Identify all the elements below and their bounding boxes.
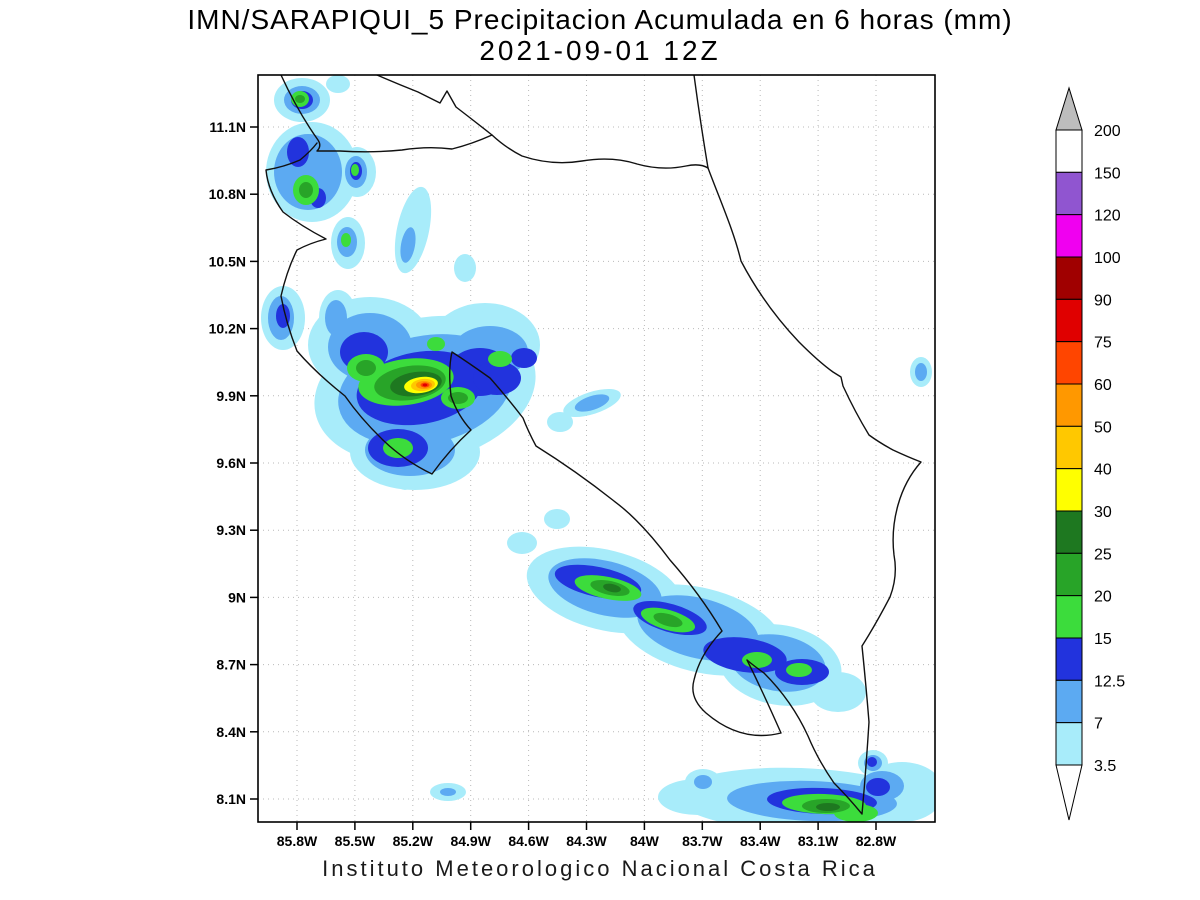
plot-border <box>257 74 936 823</box>
colorbar-segment <box>1055 298 1083 343</box>
precipitation-shading <box>261 75 935 822</box>
colorbar-segment <box>1055 552 1083 597</box>
colorbar-label: 100 <box>1094 250 1121 267</box>
colorbar-segment <box>1055 595 1083 639</box>
colorbar-segment <box>1055 637 1083 681</box>
axis-ticks <box>250 126 877 830</box>
x-tick-label: 84.6W <box>508 833 549 849</box>
precip-region <box>473 361 521 395</box>
precip-region <box>351 164 359 176</box>
coastline-costa-rica <box>265 142 922 815</box>
colorbar-segment <box>1055 425 1083 470</box>
precip-region <box>658 779 738 815</box>
precip-region <box>816 803 840 811</box>
colorbar-label: 60 <box>1094 377 1112 394</box>
coastline-lake-nicaragua-shore <box>376 75 493 136</box>
x-tick-label: 84.3W <box>566 833 607 849</box>
precip-region <box>440 788 456 796</box>
colorbar-label: 30 <box>1094 504 1112 521</box>
colorbar-label: 90 <box>1094 292 1112 309</box>
precip-region <box>574 394 610 412</box>
precip-region <box>341 233 351 247</box>
colorbar-label: 50 <box>1094 419 1112 436</box>
precip-region <box>287 137 309 167</box>
precip-region <box>400 227 416 263</box>
colorbar-label: 12.5 <box>1094 673 1125 690</box>
x-tick-label: 83.7W <box>682 833 723 849</box>
y-tick-label: 8.7N <box>216 657 246 673</box>
axis-labels: 11.1N 10.8N 10.5N 10.2N 9.9N 9.6N 9.3N 9N 8.7N 8.… <box>209 119 897 849</box>
chart-title: IMN/SARAPIQUI_5 Precipitacion Acumulada … <box>187 4 1013 35</box>
colorbar-legend: 200 150 120 100 90 75 60 50 40 30 25 20 15 12.5 7 3.5 <box>1055 86 1125 821</box>
colorbar-arrow-top <box>1055 86 1083 131</box>
precip-region <box>547 412 573 432</box>
colorbar-segment <box>1055 171 1083 216</box>
y-tick-label: 8.1N <box>216 791 246 807</box>
precip-region <box>295 95 305 103</box>
precip-region <box>507 532 537 554</box>
precip-region <box>867 757 877 767</box>
precip-region <box>488 351 512 367</box>
y-tick-label: 10.8N <box>209 186 246 202</box>
colorbar-label: 200 <box>1094 123 1121 140</box>
precip-region <box>326 75 350 93</box>
colorbar-label: 40 <box>1094 462 1112 479</box>
y-tick-label: 9.9N <box>216 388 246 404</box>
precip-region <box>653 612 683 628</box>
colorbar-segment <box>1055 129 1083 173</box>
x-tick-label: 84W <box>630 833 660 849</box>
colorbar-segment <box>1055 214 1083 258</box>
coastline-nicaragua-caribbean <box>693 75 709 169</box>
colorbar-label: 120 <box>1094 208 1121 225</box>
colorbar-segment <box>1055 679 1083 724</box>
x-tick-label: 85.2W <box>393 833 434 849</box>
colorbar-segment <box>1055 383 1083 427</box>
colorbar-label: 25 <box>1094 546 1112 563</box>
precip-region <box>511 348 537 368</box>
precip-region <box>427 337 445 351</box>
precip-region <box>786 663 812 677</box>
precip-region <box>299 182 313 198</box>
precip-region <box>422 383 428 387</box>
x-tick-label: 85.8W <box>277 833 318 849</box>
y-tick-label: 10.2N <box>209 321 246 337</box>
precip-region <box>866 778 890 796</box>
precip-region <box>694 775 712 789</box>
chart-subtitle: 2021-09-01 12Z <box>479 35 721 66</box>
x-tick-label: 85.5W <box>335 833 376 849</box>
precip-region <box>810 672 866 712</box>
colorbar-label: 75 <box>1094 335 1112 352</box>
precip-region <box>915 363 927 381</box>
precip-region <box>454 254 476 282</box>
colorbar-segment <box>1055 256 1083 300</box>
y-tick-label: 9.6N <box>216 455 246 471</box>
x-tick-label: 83.4W <box>740 833 781 849</box>
precip-region <box>544 509 570 529</box>
y-tick-label: 8.4N <box>216 724 246 740</box>
y-tick-label: 9N <box>228 589 246 605</box>
precip-region <box>383 438 413 458</box>
colorbar-label: 3.5 <box>1094 758 1116 775</box>
x-tick-label: 83.1W <box>798 833 839 849</box>
colorbar-segment <box>1055 510 1083 554</box>
coastlines <box>265 75 922 815</box>
colorbar-label: 20 <box>1094 589 1112 606</box>
precip-region <box>603 583 621 593</box>
colorbar-segment <box>1055 468 1083 512</box>
colorbar-segment <box>1055 722 1083 766</box>
colorbar-segment <box>1055 341 1083 385</box>
x-tick-label: 84.9W <box>450 833 491 849</box>
colorbar-label: 15 <box>1094 631 1112 648</box>
y-tick-label: 11.1N <box>209 119 246 135</box>
colorbar-label: 150 <box>1094 165 1121 182</box>
x-tick-label: 82.8W <box>856 833 897 849</box>
precip-region <box>356 360 376 376</box>
y-tick-label: 10.5N <box>209 253 246 269</box>
footer-credit: Instituto Meteorologico Nacional Costa R… <box>322 856 878 881</box>
colorbar-label: 7 <box>1094 716 1103 733</box>
colorbar-arrow-bottom <box>1055 764 1083 821</box>
y-tick-label: 9.3N <box>216 522 246 538</box>
